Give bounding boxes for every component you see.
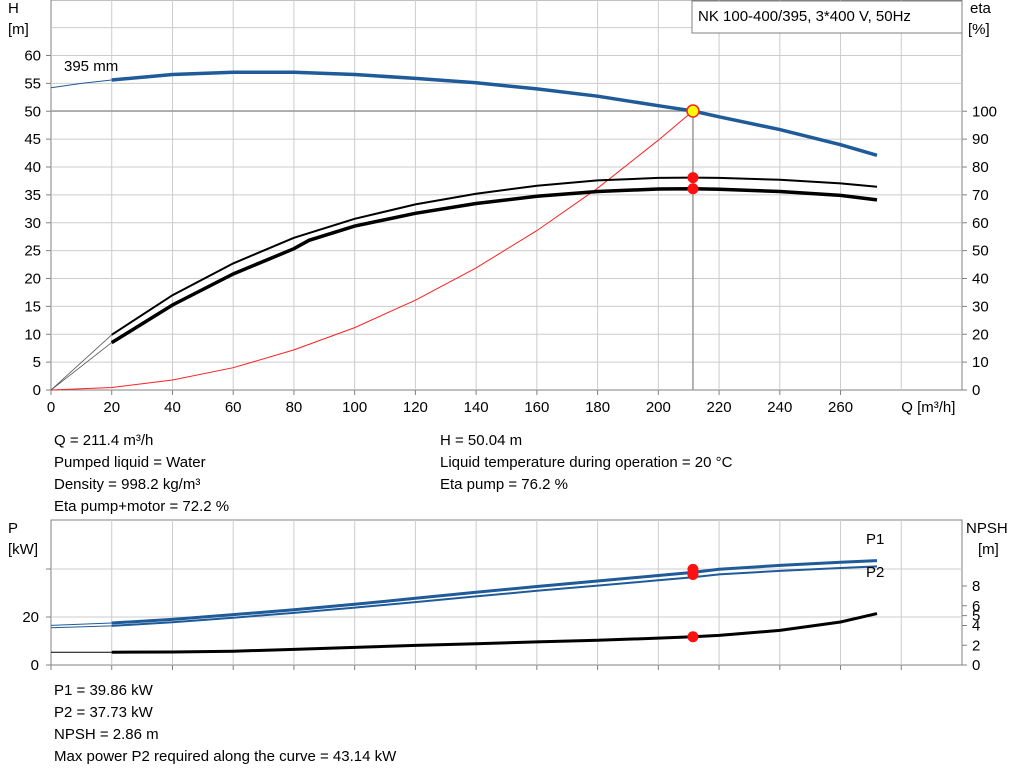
y-tick-label-left: 20 [24,271,41,288]
x-tick-label: 20 [103,399,120,416]
y-tick-label-left: 25 [24,243,41,260]
y-axis-unit-left: [m] [8,21,29,38]
p1-curve-extension [50,622,112,626]
impeller-label: 395 mm [64,58,118,75]
x-tick-label: 40 [164,399,181,416]
info-h: H = 50.04 m [440,432,523,449]
eta-pump-curve [111,176,878,336]
info-p1: P1 = 39.86 kW [54,682,153,699]
y-tick-label-right: 40 [972,271,989,288]
x-tick-label: 120 [403,399,428,416]
x-tick-label: 60 [225,399,242,416]
p2-curve-extension [50,625,112,629]
y-tick-label-right: 80 [972,159,989,176]
y-tick-label-left: 10 [24,326,41,343]
y-axis-label-right: eta [970,0,992,17]
x-tick-label: 100 [342,399,367,416]
info-p2: P2 = 37.73 kW [54,704,153,721]
eta-pump-motor-extension [50,342,112,391]
op-point-npsh [687,631,699,643]
y-tick-label-left: 40 [24,159,41,176]
y-tick-label-left: 35 [24,187,41,204]
p1-label: P1 [866,531,884,548]
y-tick-label-left: 55 [24,75,41,92]
y-axis-label-right-bottom: NPSH [966,520,1008,537]
info-bottom: P1 = 39.86 kW P2 = 37.73 kW NPSH = 2.86 … [54,680,396,768]
p2-label: P2 [866,564,884,581]
info-left: Q = 211.4 m³/h Pumped liquid = Water Den… [54,430,229,518]
x-tick-label: 140 [464,399,489,416]
npsh-curve [111,612,878,654]
y-axis-unit-right: [%] [968,21,990,38]
y-tick-label-right-bottom: 0 [972,657,980,674]
y-tick-label-right: 30 [972,298,989,315]
y-axis-unit-right-bottom: [m] [978,541,999,558]
y-tick-label-left-bottom: 20 [22,609,39,626]
y-tick-label-left: 60 [24,48,41,65]
x-tick-label: 160 [524,399,549,416]
eta-pump-extension [50,334,112,391]
y-tick-label-right: 0 [972,382,980,399]
info-eta-pump: Eta pump = 76.2 % [440,476,568,493]
y-tick-label-right-bottom: 5 [972,608,980,625]
y-tick-label-left: 15 [24,298,41,315]
info-eta-pump-motor: Eta pump+motor = 72.2 % [54,498,230,515]
y-tick-label-right: 10 [972,354,989,371]
x-tick-label: 200 [646,399,671,416]
info-max-power: Max power P2 required along the curve = … [54,748,397,765]
head-curve [111,70,878,157]
y-tick-label-left: 50 [24,103,41,120]
y-tick-label-right: 90 [972,131,989,148]
x-tick-label: 0 [47,399,55,416]
y-tick-label-right: 70 [972,187,989,204]
op-point-eta-pump [687,172,699,184]
y-tick-label-right-bottom: 2 [972,637,980,654]
op-point-head [686,104,700,118]
chart-title: NK 100-400/395, 3*400 V, 50Hz [698,8,911,25]
op-point-p2 [687,568,699,580]
y-axis-label-left: H [8,0,19,17]
y-tick-label-right: 60 [972,215,989,232]
x-tick-label: 80 [286,399,303,416]
title-box [691,0,963,34]
p2-curve [111,565,878,627]
y-tick-label-left: 45 [24,131,41,148]
y-tick-label-left: 0 [33,382,41,399]
x-tick-label: 220 [707,399,732,416]
y-tick-label-right-bottom: 6 [972,598,980,615]
eta-pump-motor-curve [110,186,878,345]
x-tick-label: 180 [585,399,610,416]
info-liquid-temp: Liquid temperature during operation = 20… [440,454,733,471]
info-npsh: NPSH = 2.86 m [54,726,159,743]
head-curve-extension [50,79,112,89]
info-liquid: Pumped liquid = Water [54,454,206,471]
x-tick-label: 260 [828,399,853,416]
y-tick-label-right: 50 [972,243,989,260]
op-point-eta-pump-motor [687,183,699,195]
y-tick-label-right-bottom: 4 [972,618,980,635]
y-tick-label-left: 30 [24,215,41,232]
y-axis-unit-left-bottom: [kW] [8,541,38,558]
x-axis-label: Q [m³/h] [901,399,955,416]
y-tick-label-left: 5 [33,354,41,371]
info-right: H = 50.04 m Liquid temperature during op… [440,430,732,496]
info-density: Density = 998.2 kg/m³ [54,476,201,493]
x-tick-label: 240 [767,399,792,416]
y-tick-label-right: 20 [972,326,989,343]
plot-area-bottom [50,519,963,666]
y-axis-label-left-bottom: P [8,520,18,537]
y-tick-label-left-bottom: 0 [31,657,39,674]
p1-curve [111,559,878,625]
y-tick-label-right: 100 [972,103,997,120]
y-tick-label-right-bottom: 8 [972,578,980,595]
info-q: Q = 211.4 m³/h [54,432,154,449]
